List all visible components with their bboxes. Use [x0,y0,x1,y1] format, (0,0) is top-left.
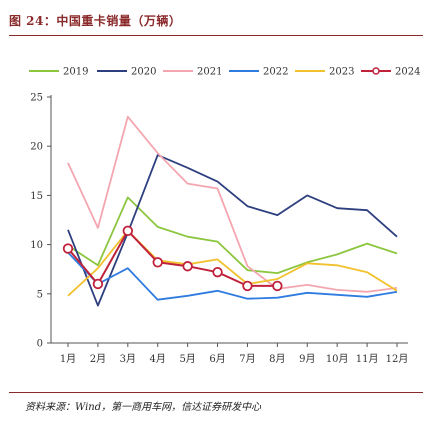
series-point-2024 [212,266,223,278]
x-tick-label: 10月 [326,353,349,365]
series-point-2024 [62,243,74,254]
y-tick-label: 25 [30,93,43,104]
x-tick-label: 11月 [356,353,379,365]
legend-label-2023: 2023 [329,67,354,78]
x-tick-label: 5月 [179,353,195,365]
series-line-2022 [67,251,398,301]
legend-label-2024: 2024 [395,67,420,78]
x-tick-label: 7月 [239,353,255,365]
series-line-2021 [67,115,398,293]
x-tick-label: 6月 [209,353,225,365]
series-line-2023 [67,229,398,297]
x-tick-label: 9月 [299,353,315,365]
x-tick-label: 2月 [90,353,106,365]
y-tick-label: 5 [37,289,43,300]
figure-title: 图 24：中国重卡销量（万辆） [9,14,182,28]
x-tick-label: 8月 [269,353,285,365]
y-tick-label: 15 [30,191,43,202]
series-point-2024 [122,225,134,237]
legend-label-2022: 2022 [263,67,288,78]
source-note: 资料来源：Wind，第一商用车网，信达证券研发中心 [25,402,262,413]
y-tick-label: 10 [30,240,43,251]
legend-label-2021: 2021 [197,67,222,78]
x-tick-label: 4月 [150,353,166,365]
series-point-2024 [272,280,283,292]
series-line-2020 [67,154,398,307]
y-tick-label: 20 [30,142,43,153]
series-point-2024 [242,280,253,292]
legend-label-2019: 2019 [63,67,88,78]
series-point-2024 [92,278,104,290]
legend-label-2020: 2020 [131,67,156,78]
y-tick-label: 0 [37,339,43,350]
series-line-2019 [67,196,398,275]
header-rule [9,35,423,36]
x-tick-label: 12月 [386,353,409,365]
series-line-2024 [67,229,278,287]
series-point-2024 [152,257,163,268]
legend-marker-2024 [372,67,380,75]
series-point-2024 [182,261,193,272]
line-chart: 0 5 10 15 20 25 1月 2月 3月 4月 5月 6月 7月 8月 9月 10月 11月 12月 201… [29,67,420,365]
x-tick-label: 3月 [120,353,136,365]
footer-rule [9,392,423,393]
x-tick-label: 1月 [60,353,76,365]
